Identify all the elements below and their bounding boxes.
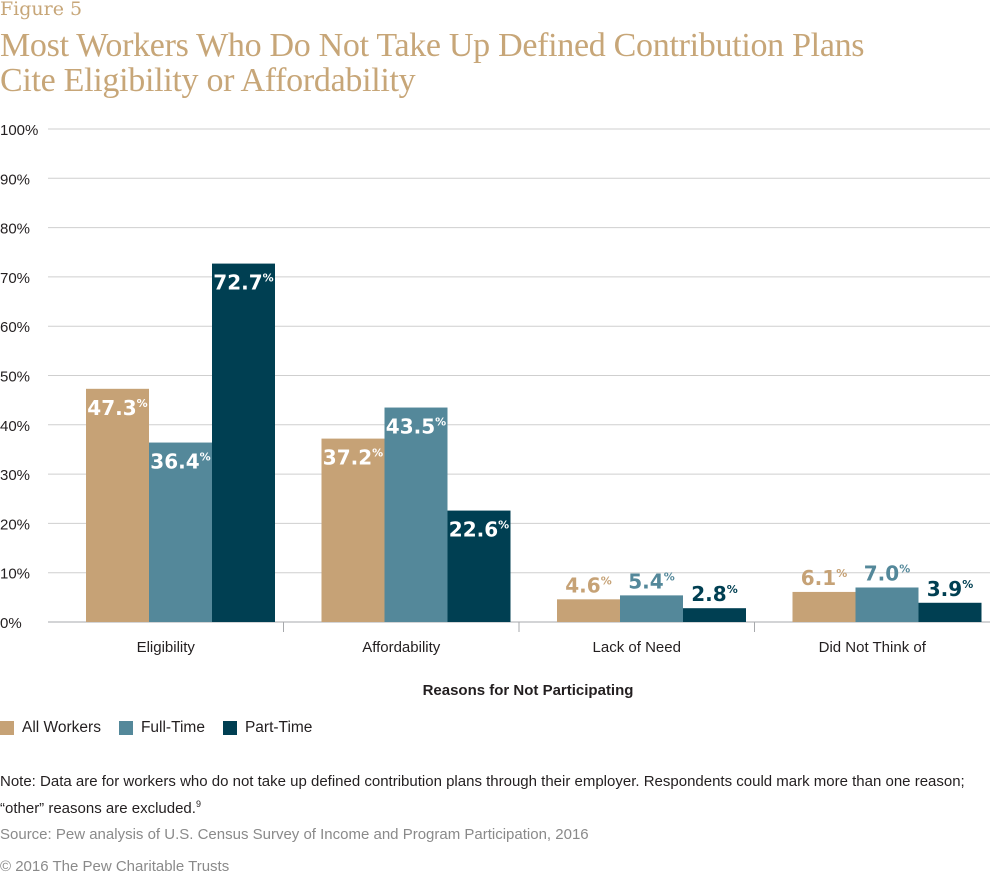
y-tick-label: 40% — [0, 418, 30, 435]
copyright: © 2016 The Pew Charitable Trusts — [0, 858, 230, 875]
y-tick-label: 0% — [0, 615, 22, 632]
y-tick-label: 80% — [0, 221, 30, 238]
note-footnote-ref: 9 — [195, 799, 201, 809]
x-tick-labels: Eligibility Affordability Lack of Need Did … — [137, 639, 927, 656]
value-label: 22.6% — [449, 518, 509, 542]
bar — [620, 595, 683, 622]
y-tick-label: 70% — [0, 270, 30, 287]
bar — [447, 510, 511, 622]
y-tick-label: 50% — [0, 369, 30, 386]
x-tick-label: Lack of Need — [593, 639, 681, 656]
bar — [855, 587, 919, 622]
legend-label: Full-Time — [140, 719, 205, 736]
value-label: 72.7% — [213, 271, 273, 295]
value-label: 43.5% — [386, 415, 446, 439]
chart-source: Source: Pew analysis of U.S. Census Surv… — [0, 826, 589, 843]
bar-chart: 0% 10% 20% 30% 40% 50% 60% 70% 80% 90% 100% 47.3% 3… — [0, 122, 990, 699]
bar — [149, 442, 212, 622]
bars — [86, 263, 982, 622]
value-label: 6.1% — [801, 566, 847, 590]
y-tick-label: 30% — [0, 467, 30, 484]
value-label: 7.0% — [864, 561, 910, 585]
bar — [321, 438, 385, 622]
y-tick-label: 10% — [0, 566, 30, 583]
value-label: 3.9% — [927, 577, 973, 601]
bar — [557, 599, 620, 622]
y-tick-labels: 0% 10% 20% 30% 40% 50% 60% 70% 80% 90% 100% — [0, 122, 38, 632]
legend-item-part-time: Part-Time — [222, 719, 313, 737]
x-tick-label: Eligibility — [137, 639, 196, 656]
value-label: 5.4% — [628, 569, 674, 593]
value-labels: 47.3% 36.4% 72.7% 37.2%43.5% 22.6% 4.6% 5.4% 2.… — [87, 271, 973, 607]
y-tick-label: 100% — [0, 122, 38, 139]
legend-item-all-workers: All Workers — [0, 719, 101, 737]
y-tick-label: 20% — [0, 516, 30, 533]
legend-label: All Workers — [22, 719, 101, 736]
bar — [384, 407, 448, 622]
legend-swatch — [0, 721, 14, 735]
value-label: 2.8% — [691, 582, 737, 606]
legend-swatch — [222, 721, 237, 735]
value-label: 36.4% — [150, 450, 210, 474]
x-axis-label: Reasons for Not Participating — [423, 682, 634, 699]
legend-item-full-time: Full-Time — [118, 719, 205, 737]
value-label: 47.3% — [87, 396, 147, 420]
bar — [683, 608, 746, 622]
legend: All Workers Full-Time Part-Time — [0, 719, 330, 737]
y-tick-label: 60% — [0, 319, 30, 336]
chart-note: Note: Data are for workers who do not ta… — [0, 771, 985, 820]
x-tick-label: Did Not Think of — [819, 639, 927, 656]
bar — [918, 602, 982, 622]
value-label: 37.2% — [323, 446, 383, 470]
y-tick-label: 90% — [0, 171, 30, 188]
bar — [86, 388, 149, 622]
legend-label: Part-Time — [244, 719, 313, 736]
bar — [792, 591, 856, 622]
chart-title: Most Workers Who Do Not Take Up Defined … — [0, 27, 865, 99]
figure-label: Figure 5 — [0, 0, 83, 20]
value-label: 4.6% — [565, 573, 611, 597]
legend-swatch — [118, 721, 133, 735]
bar — [212, 263, 275, 622]
x-tick-label: Affordability — [362, 639, 441, 656]
note-text: Note: Data are for workers who do not ta… — [0, 773, 965, 817]
